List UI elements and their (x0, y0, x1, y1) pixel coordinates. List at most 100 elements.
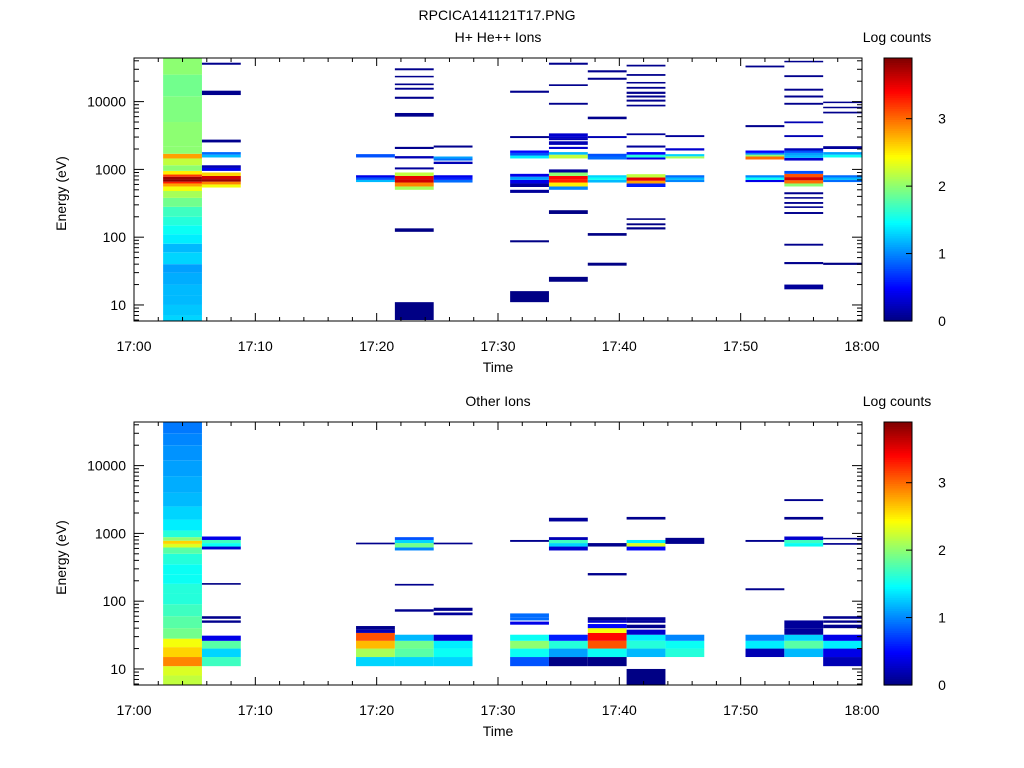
heatmap-cell (433, 145, 473, 148)
colorbar-segment (884, 481, 912, 484)
colorbar-segment (884, 645, 912, 649)
colorbar-segment (884, 294, 912, 298)
colorbar-segment (884, 667, 912, 671)
colorbar-segment (884, 676, 912, 680)
colorbar-segment (884, 266, 912, 269)
heatmap-cell (823, 648, 862, 658)
colorbar-segment (884, 487, 912, 491)
colorbar-segment (884, 139, 912, 142)
heatmap-cell (394, 547, 434, 551)
heatmap-cell (163, 179, 202, 182)
heatmap-cell (823, 111, 862, 114)
heatmap-cell (201, 152, 241, 155)
colorbar-segment (884, 64, 912, 68)
heatmap-cell (548, 136, 588, 139)
colorbar-segment (884, 90, 912, 94)
heatmap-cell (201, 635, 241, 641)
colorbar-segment (884, 288, 912, 291)
panel-2: Other Ions 17:00 17:10 17:20 17:30 17:40 17:50… (53, 393, 946, 739)
colorbar-segment (884, 612, 912, 616)
heatmap-cell (626, 218, 666, 220)
heatmap-cell (548, 102, 588, 105)
heatmap-cell (626, 183, 666, 187)
heatmap-cell (823, 616, 862, 619)
heatmap-cell (626, 629, 666, 635)
colorbar-segment (884, 542, 912, 546)
colorbar-segment (884, 535, 912, 539)
heatmap-cell (201, 184, 241, 188)
heatmap-cell (548, 517, 588, 522)
heatmap-cell (356, 632, 395, 641)
colorbar-segment (884, 60, 912, 63)
heatmap-cell (548, 141, 588, 145)
colorbar-segment (884, 575, 912, 579)
colorbar-segment (884, 452, 912, 456)
heatmap-cell (587, 262, 627, 266)
heatmap-cell (433, 156, 473, 159)
colorbar-segment (884, 235, 912, 239)
heatmap-cell (784, 75, 824, 78)
colorbar-segment (884, 77, 912, 81)
colorbar-segment (884, 283, 912, 287)
heatmap-cell (163, 206, 202, 217)
colorbar-segment (884, 145, 912, 149)
heatmap-cell (626, 640, 666, 649)
heatmap-cell (163, 540, 202, 544)
heatmap-cell (548, 657, 588, 667)
colorbar-segment (884, 610, 912, 614)
heatmap-cell (394, 175, 434, 180)
colorbar-segment (884, 463, 912, 467)
colorbar-segment (884, 566, 912, 570)
heatmap-cell (665, 135, 705, 138)
heatmap-cell (510, 634, 549, 641)
heatmap-cell (510, 539, 549, 542)
colorbar-segment (884, 71, 912, 74)
heatmap-cell (510, 176, 549, 180)
colorbar-segment (884, 58, 912, 61)
heatmap-cell (548, 539, 588, 544)
heatmap-cell (201, 539, 241, 544)
colorbar-segment (884, 250, 912, 254)
heatmap-cell (394, 156, 434, 159)
colorbar-segment (884, 257, 912, 261)
colorbar-segment (884, 93, 912, 96)
heatmap-cell (510, 179, 549, 184)
heatmap-cell (163, 243, 202, 253)
heatmap-cell (745, 156, 785, 160)
x-tick-label: 17:20 (359, 702, 394, 718)
colorbar-segment (884, 290, 912, 294)
heatmap-cell (548, 640, 588, 649)
heatmap-cell (163, 564, 202, 575)
colorbar-segment (884, 79, 912, 83)
heatmap-cell (587, 179, 627, 183)
colorbar-segment (884, 595, 912, 598)
heatmap-cell (163, 295, 202, 305)
colorbar-segment (884, 141, 912, 145)
colorbar-segment (884, 207, 912, 210)
heatmap-cell (163, 146, 202, 154)
heatmap-cell (587, 543, 627, 547)
colorbar-segment (884, 255, 912, 259)
heatmap-cell (394, 543, 434, 548)
heatmap-cell (626, 634, 666, 641)
colorbar-segment (884, 158, 912, 162)
colorbar-segment (884, 281, 912, 285)
colorbar-segment (884, 86, 912, 90)
x-axis-label: Time (483, 723, 514, 739)
heatmap-cell (394, 634, 434, 641)
heatmap-cell (587, 573, 627, 576)
colorbar-segment (884, 196, 912, 199)
colorbar-segment (884, 73, 912, 77)
heatmap-cell (394, 609, 434, 612)
colorbar-segment (884, 538, 912, 541)
heatmap-cell (784, 620, 824, 629)
colorbar-segment (884, 614, 912, 618)
heatmap-cell (163, 176, 202, 180)
heatmap-cell (201, 154, 241, 158)
heatmap-cell (745, 150, 785, 153)
colorbar-segment (884, 104, 912, 107)
colorbar-segment (884, 426, 912, 430)
heatmap-cell (745, 65, 785, 68)
colorbar-segment (884, 161, 912, 164)
heatmap-cell (163, 675, 202, 685)
